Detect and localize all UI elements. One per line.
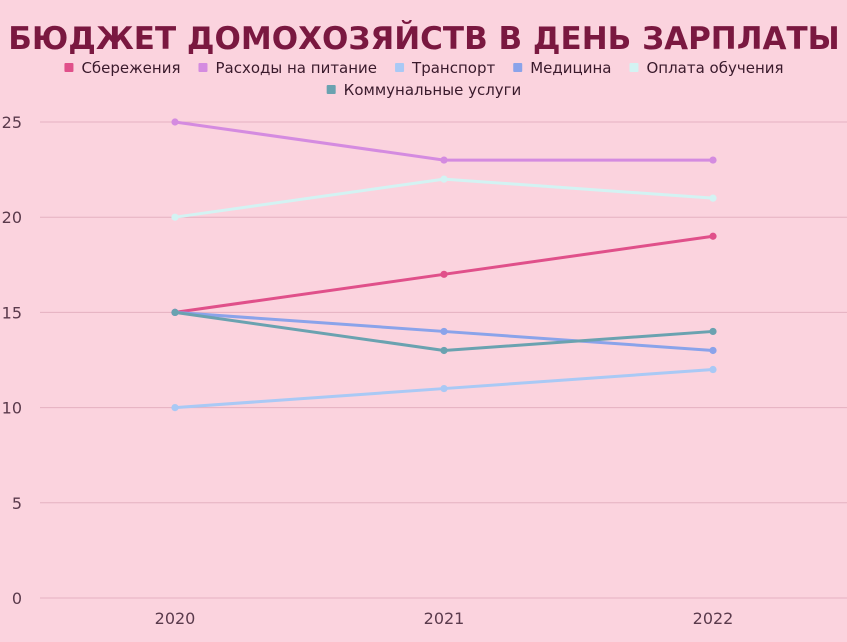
legend-item: Коммунальные услуги (326, 81, 522, 99)
legend-label: Медицина (530, 59, 611, 77)
y-tick-label: 10 (2, 399, 22, 418)
data-point (709, 232, 717, 240)
legend-swatch (629, 63, 639, 72)
y-tick-label: 25 (2, 113, 22, 132)
data-point (709, 365, 717, 374)
legend-item: Медицина (513, 59, 611, 77)
data-point (440, 270, 448, 278)
legend-label: Оплата обучения (646, 59, 783, 77)
series-6 (171, 308, 717, 355)
legend-item: Сбережения (64, 59, 180, 77)
x-tick-label: 2021 (424, 609, 465, 628)
legend-swatch (198, 63, 208, 72)
data-point (440, 175, 448, 183)
x-axis: 2020 2021 2022 (155, 609, 734, 628)
legend-item: Оплата обучения (629, 59, 784, 77)
legend-swatch (64, 63, 74, 72)
legend-label: Транспорт (411, 59, 495, 77)
data-point (440, 346, 448, 355)
data-point (440, 327, 448, 336)
legend-label: Расходы на питание (215, 59, 377, 77)
series-2 (171, 118, 717, 164)
plot-area (171, 118, 717, 412)
series-5 (171, 175, 717, 221)
legend-item: Расходы на питание (198, 59, 377, 77)
y-tick-label: 15 (2, 303, 22, 322)
legend: Сбережения Расходы на питание Транспорт Мед… (64, 59, 784, 99)
y-tick-label: 20 (2, 208, 22, 227)
y-tick-label: 0 (12, 589, 22, 608)
y-axis: 0 5 10 15 20 25 (2, 113, 22, 608)
legend-label: Коммунальные услуги (344, 81, 522, 99)
grid (40, 121, 847, 599)
series-3 (171, 365, 717, 412)
data-point (171, 404, 179, 412)
data-point (171, 308, 179, 316)
y-tick-label: 5 (12, 494, 22, 513)
chart-title: БЮДЖЕТ ДОМОХОЗЯЙСТВ В ДЕНЬ ЗАРПЛАТЫ (8, 21, 840, 57)
x-tick-label: 2020 (155, 609, 196, 628)
data-point (171, 118, 179, 126)
legend-item: Транспорт (395, 59, 495, 77)
series-line (173, 177, 715, 219)
data-point (709, 327, 717, 336)
legend-swatch (326, 85, 336, 94)
data-point (440, 384, 448, 393)
legend-swatch (513, 63, 523, 72)
series-line (173, 120, 715, 162)
legend-label: Сбережения (81, 59, 180, 77)
legend-swatch (395, 63, 405, 72)
data-point (440, 156, 448, 164)
data-point (709, 346, 717, 355)
x-tick-label: 2022 (693, 609, 734, 628)
data-point (709, 194, 717, 202)
series-1 (171, 232, 717, 316)
data-point (171, 213, 179, 221)
data-point (709, 156, 717, 164)
